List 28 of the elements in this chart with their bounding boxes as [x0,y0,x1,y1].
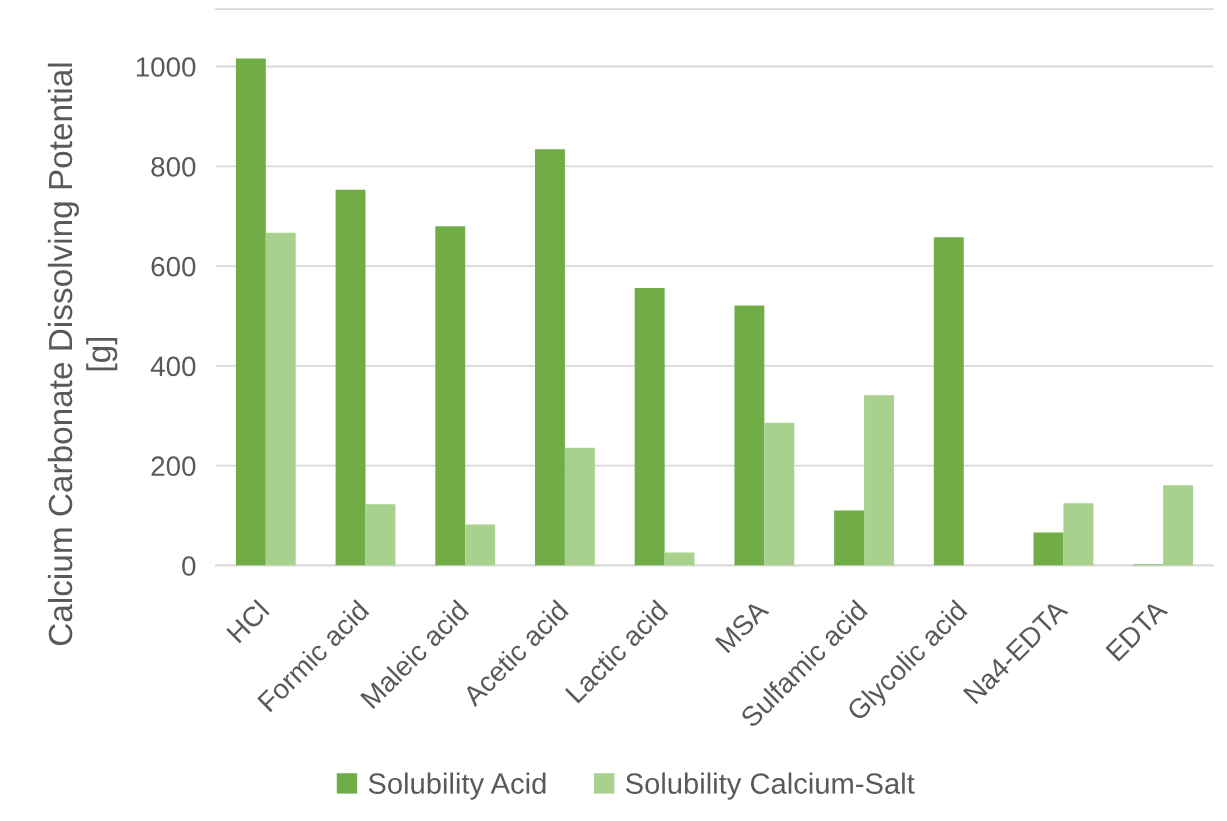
bar [335,189,366,566]
bar [1063,503,1094,566]
legend-label: Solubility Calcium-Salt [625,772,915,800]
y-tick-label: 800 [151,156,196,177]
bar [634,288,665,566]
bar [933,237,964,566]
bar [235,58,266,566]
bar [1033,532,1064,566]
legend-label: Solubility Acid [368,772,546,800]
y-axis-title: Calcium Carbonate Dissolving Potential [g] [47,63,118,646]
bar [564,447,595,566]
bar [1163,485,1194,566]
bar [734,305,765,566]
bar [365,504,396,566]
x-tick-label: HCl [225,599,270,644]
bar [535,149,565,566]
bar [864,395,894,566]
y-tick-label: 200 [151,456,196,477]
bar [465,524,496,566]
bar [265,232,296,566]
bar [435,226,466,566]
bar [764,422,795,566]
y-tick-label: 600 [151,256,196,277]
bar [834,510,865,566]
y-tick-label: 0 [182,556,196,576]
y-tick-label: 400 [150,356,196,377]
y-tick-label: 1000 [136,57,196,77]
bar [664,552,695,566]
